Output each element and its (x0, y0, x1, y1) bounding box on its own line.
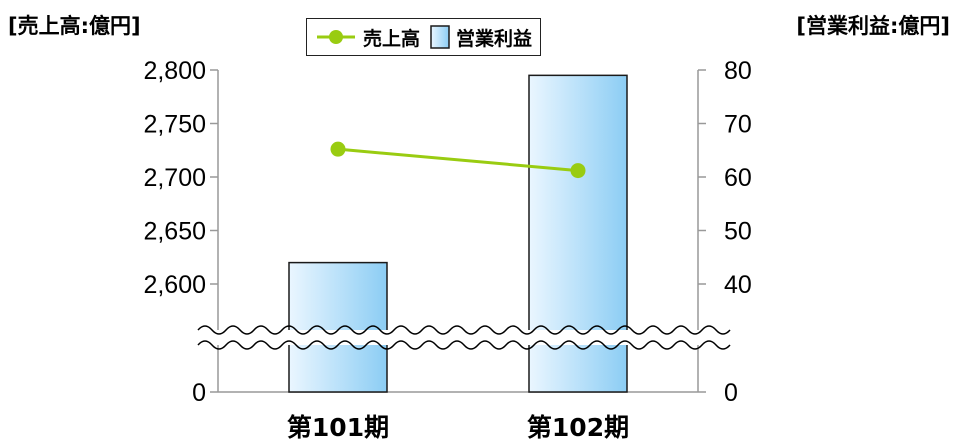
right-axis-tick-label: 80 (724, 57, 752, 85)
left-axis-tick-label: 2,600 (143, 271, 206, 299)
legend-line-marker (317, 30, 355, 44)
line-sales-point (570, 163, 586, 179)
left-axis-tick-label: 2,650 (143, 218, 206, 246)
legend-bar-swatch (430, 25, 450, 49)
line-sales (337, 147, 579, 173)
x-category-label: 第102期 (527, 413, 629, 442)
left-axis-tick-label: 2,750 (143, 111, 206, 139)
axis-break-wave-bottom (197, 340, 731, 350)
axis-break-wave-top (197, 325, 731, 335)
right-axis-tick-label: 60 (724, 164, 752, 192)
bar-operating-profit (288, 261, 388, 393)
legend-item-sales: 売上高 (315, 24, 420, 51)
legend-operating-profit-label: 営業利益 (456, 27, 533, 50)
left-axis-title: [売上高:億円] (8, 14, 141, 38)
right-axis-title: [営業利益:億円] (796, 14, 950, 38)
right-axis-tick-label: 70 (724, 111, 752, 139)
left-axis-tick-label: 2,700 (143, 164, 206, 192)
right-axis-tick-label: 40 (724, 271, 752, 299)
legend-item-operating-profit: 営業利益 (430, 24, 532, 51)
legend: 売上高 営業利益 (306, 18, 542, 56)
legend-sales-label: 売上高 (363, 27, 421, 50)
x-category-label: 第101期 (287, 413, 389, 442)
axis-break-band (198, 330, 718, 345)
right-axis-tick-label: 50 (724, 218, 752, 246)
left-axis-tick-label: 0 (192, 379, 206, 407)
right-axis-tick-label: 0 (724, 379, 738, 407)
left-axis-tick-label: 2,800 (143, 57, 206, 85)
line-sales-point (330, 141, 346, 157)
